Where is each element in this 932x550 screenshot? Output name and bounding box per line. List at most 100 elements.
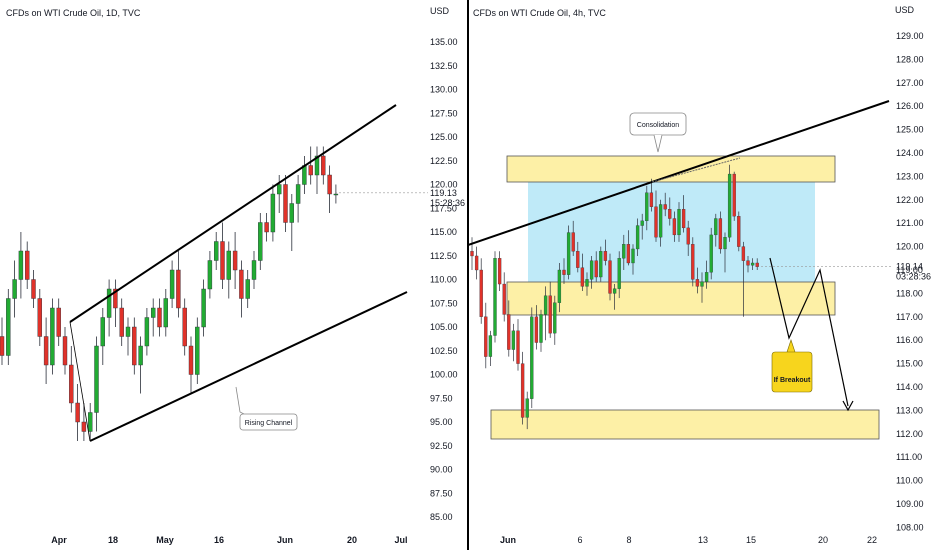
rising-channel-box	[239, 413, 298, 431]
y-tick-label: 118.00	[896, 288, 923, 298]
candle-body	[484, 316, 488, 357]
candle	[645, 185, 649, 231]
countdown-label: 03:28:36	[896, 272, 931, 282]
candle	[213, 232, 219, 270]
candle	[649, 178, 654, 212]
candle	[530, 307, 534, 409]
candle-body	[594, 260, 598, 278]
candle	[631, 244, 635, 275]
countdown-label: 15:28:36	[430, 198, 465, 208]
candle	[106, 279, 112, 337]
candle	[333, 184, 339, 204]
candle	[289, 194, 294, 251]
candle	[0, 317, 5, 365]
y-tick-label: 123.00	[896, 171, 924, 181]
candle	[31, 270, 36, 308]
candle-body	[645, 192, 649, 222]
y-tick-label: 127.00	[896, 78, 924, 88]
candle	[668, 197, 672, 226]
candle-body	[270, 193, 276, 233]
candle-body	[321, 155, 326, 176]
candle	[119, 298, 124, 346]
candle	[548, 281, 552, 338]
candle	[56, 298, 61, 346]
candle	[43, 317, 49, 384]
y-tick-label: 115.00	[430, 227, 457, 237]
y-tick-label: 129.00	[896, 31, 924, 41]
candle	[681, 195, 686, 233]
candle	[700, 272, 704, 303]
y-tick-label: 135.00	[430, 37, 458, 47]
candle-body	[750, 262, 755, 266]
candle	[484, 302, 488, 369]
candle-body	[31, 279, 36, 299]
candle	[737, 211, 741, 252]
candle-body	[81, 421, 87, 432]
candle-body	[258, 222, 263, 261]
candle-body	[188, 345, 194, 375]
candle-body	[213, 241, 219, 261]
candle	[525, 391, 529, 430]
x-tick-label: 22	[867, 535, 877, 545]
candle	[658, 199, 663, 247]
candle-body	[755, 262, 759, 267]
candle-body	[723, 237, 727, 250]
candle	[327, 165, 332, 213]
candle	[37, 289, 42, 346]
candle	[264, 213, 269, 242]
candle	[25, 241, 30, 289]
candle	[314, 146, 320, 194]
candle-body	[589, 260, 594, 280]
candle-body	[576, 251, 580, 268]
y-tick-label: 117.50	[430, 203, 457, 213]
candle	[12, 260, 17, 318]
candle-body	[654, 206, 658, 238]
candle	[220, 222, 225, 289]
candle	[176, 251, 181, 318]
candle	[571, 220, 575, 256]
y-tick-label: 110.00	[430, 275, 457, 285]
candle-body	[125, 326, 131, 337]
candle-body	[264, 222, 269, 233]
candle	[612, 284, 617, 310]
callout-pointer	[235, 386, 245, 415]
candle-body	[163, 298, 169, 328]
candle-body	[169, 269, 175, 299]
candle	[6, 289, 11, 365]
y-tick-label: 120.00	[430, 180, 458, 190]
candle-body	[562, 269, 566, 275]
candle-body	[525, 398, 529, 418]
candle-body	[295, 184, 301, 204]
candle-body	[302, 165, 307, 185]
candle-body	[245, 279, 250, 299]
candle-body	[714, 218, 718, 236]
dotted-trendline	[651, 157, 741, 183]
candle-body	[709, 234, 713, 273]
candle-body	[553, 302, 557, 334]
candle-body	[635, 225, 640, 250]
candle	[594, 251, 598, 282]
y-tick-label: 107.50	[430, 298, 458, 308]
candle-body	[239, 269, 244, 299]
candle	[635, 218, 640, 256]
candle	[640, 213, 644, 240]
y-tick-label: 113.00	[896, 405, 923, 415]
candle-body	[732, 173, 736, 217]
y-tick-label: 117.00	[896, 312, 923, 322]
y-tick-label: 116.00	[896, 335, 923, 345]
candle-body	[672, 218, 677, 236]
y-tick-label: 102.50	[430, 346, 458, 356]
candle	[723, 232, 727, 273]
candle	[608, 253, 612, 301]
candle	[755, 258, 759, 270]
y-tick-label: 124.00	[896, 148, 924, 158]
candle-body	[69, 364, 74, 404]
candle-body	[681, 209, 686, 229]
candle-body	[144, 317, 150, 347]
candle	[553, 295, 557, 345]
breakout-label: If Breakout	[774, 377, 811, 384]
candle	[188, 336, 194, 394]
chart-title-daily: CFDs on WTI Crude Oil, 1D, TVC	[6, 8, 141, 18]
candle-body	[94, 345, 99, 413]
candle-body	[695, 279, 700, 287]
